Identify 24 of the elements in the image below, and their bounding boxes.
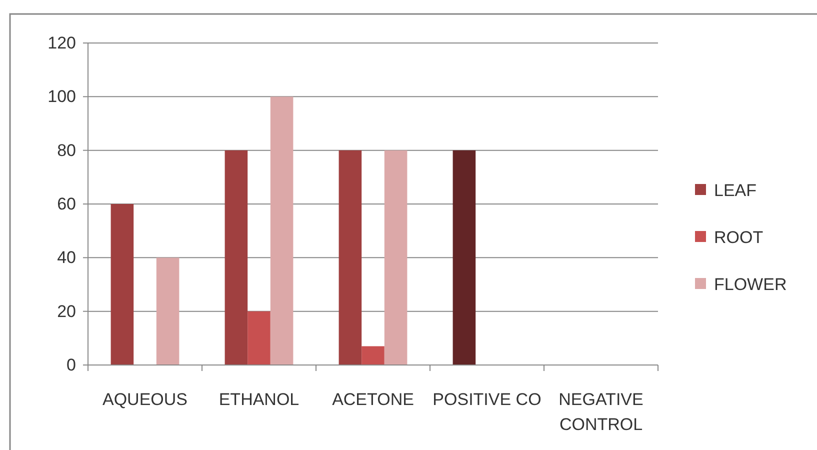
y-tick-label: 0: [66, 355, 76, 374]
bar: [110, 204, 134, 365]
bar: [270, 96, 294, 365]
bar: [362, 346, 384, 365]
y-tick-label: 20: [57, 302, 76, 321]
x-tick-label: ETHANOL: [218, 390, 300, 409]
x-tick-label: AQUEOUS: [102, 390, 188, 409]
y-tick-label: 120: [48, 33, 76, 52]
x-tick-label: POSITIVE CO: [432, 390, 542, 409]
bar: [384, 150, 408, 365]
bar: [452, 150, 476, 365]
bar: [156, 258, 180, 365]
legend-label: FLOWER: [714, 275, 787, 294]
y-tick-label: 100: [48, 87, 76, 106]
x-tick-label: ACETONE: [332, 390, 414, 409]
legend-label: ROOT: [714, 228, 764, 247]
y-tick-label: 60: [57, 194, 76, 214]
bar: [338, 150, 362, 365]
bar: [248, 311, 270, 365]
legend-label: LEAF: [714, 181, 757, 200]
y-tick-label: 40: [57, 248, 76, 268]
y-tick-label: 80: [57, 140, 76, 160]
bar: [224, 150, 248, 365]
x-tick-label: NEGATIVE CONTROL: [558, 390, 644, 434]
